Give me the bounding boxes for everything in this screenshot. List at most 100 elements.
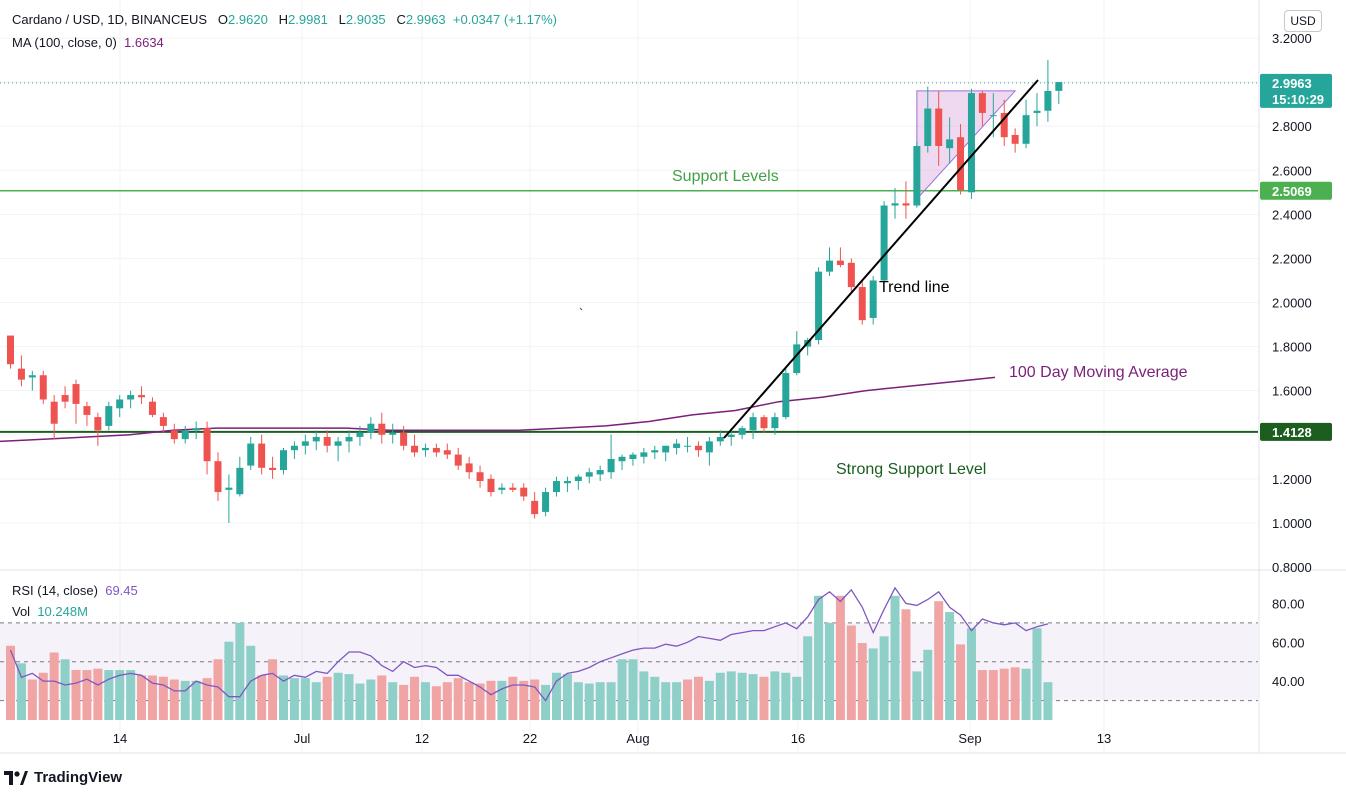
candle-body (705, 441, 713, 453)
volume-bar (191, 680, 201, 720)
candle-body (411, 445, 419, 453)
candle-body (967, 93, 975, 193)
candle-body (127, 395, 135, 400)
candle-body (17, 368, 25, 380)
volume-bar (966, 628, 976, 720)
candle-body (553, 481, 560, 493)
time-tick-label: 12 (415, 731, 429, 746)
candle-body (301, 441, 309, 446)
volume-bar (202, 678, 212, 720)
volume-bar (497, 680, 507, 720)
volume-bar (27, 679, 37, 720)
rsi-tick-label: 60.00 (1272, 635, 1305, 650)
candle-body (280, 450, 287, 471)
candle-body (236, 467, 244, 495)
candle-body (913, 146, 921, 206)
candle-body (585, 472, 593, 477)
volume-bar (693, 676, 703, 720)
volume-bar (38, 672, 48, 720)
support-levels-annotation: Support Levels (672, 168, 779, 185)
volume-bar (999, 668, 1009, 720)
volume-bar (60, 659, 70, 720)
tradingview-logo[interactable]: TradingView (4, 769, 122, 786)
ma-legend[interactable]: MA (100, close, 0) 1.6634 (12, 35, 164, 50)
candle-body (83, 406, 91, 415)
volume-bar (464, 682, 474, 720)
strong-support-annotation: Strong Support Level (836, 461, 986, 478)
candle-body (345, 436, 353, 442)
volume-bar (835, 595, 845, 720)
price-tick-label: 2.0000 (1272, 296, 1312, 311)
volume-bar (158, 676, 168, 720)
candle-body (935, 108, 943, 147)
candle-body (258, 443, 266, 468)
time-tick-label: Jul (294, 731, 311, 746)
candle-body (290, 445, 298, 451)
candle-body (574, 476, 582, 482)
time-tick-label: 16 (791, 731, 805, 746)
vol-legend[interactable]: Vol 10.248M (12, 604, 88, 619)
time-tick-label: 22 (523, 731, 537, 746)
volume-bar (1021, 668, 1031, 720)
volume-bar (235, 622, 245, 720)
symbol-title[interactable]: Cardano / USD, 1D, BINANCEUS (12, 12, 208, 27)
volume-bar (169, 679, 179, 720)
volume-bar (595, 682, 605, 720)
candle-body (94, 417, 102, 431)
volume-bar (246, 645, 256, 720)
price-tick-label: 2.2000 (1272, 251, 1312, 266)
volume-bar (846, 625, 856, 720)
candle-body (563, 481, 571, 484)
volume-bar (530, 679, 540, 720)
vol-value: 10.248M (37, 604, 88, 619)
rsi-line (9, 586, 1049, 702)
volume-bar (759, 676, 769, 720)
candle-body (826, 260, 833, 272)
candle-body (684, 445, 692, 447)
candle-body (203, 428, 211, 462)
candle-body (367, 423, 375, 433)
rsi-label: RSI (14, close) (12, 583, 98, 598)
volume-bar (715, 672, 725, 720)
ascending-triangle-pattern (916, 90, 1017, 201)
moving-average-line (0, 376, 996, 443)
candle-body (716, 436, 724, 442)
candle-body (793, 344, 801, 374)
volume-bar (639, 671, 649, 720)
candle-body (214, 461, 222, 493)
support-price-label: 2.5069 (1272, 184, 1312, 199)
candle-body (432, 447, 440, 453)
volume-bar (475, 683, 485, 720)
currency-button[interactable]: USD (1284, 10, 1322, 32)
price-tick-label: 0.8000 (1272, 560, 1312, 575)
candle-body (138, 395, 146, 398)
trend-line-annotation: Trend line (879, 279, 950, 296)
high-label: H (278, 12, 289, 27)
volume-bar (726, 671, 736, 720)
volume-bar (333, 672, 343, 720)
candle-body (39, 375, 47, 400)
candle-body (1055, 82, 1063, 91)
candle-body (596, 470, 604, 475)
price-tick-label: 2.8000 (1272, 119, 1312, 134)
volume-bar (814, 595, 824, 720)
last-price-label-bg (1260, 73, 1332, 108)
moving-average-annotation: 100 Day Moving Average (1009, 364, 1188, 381)
candle-body (520, 487, 528, 497)
volume-bar (355, 683, 365, 720)
volume-bar (868, 648, 878, 720)
price-tick-label: 2.6000 (1272, 163, 1312, 178)
volume-bar (486, 680, 496, 720)
price-tick-label: 1.0000 (1272, 516, 1312, 531)
rsi-legend[interactable]: RSI (14, close) 69.45 (12, 583, 138, 598)
volume-bar (1010, 667, 1020, 720)
volume-bar (82, 670, 92, 720)
volume-bar (825, 622, 834, 720)
candle-body (389, 432, 397, 435)
candle-body (105, 406, 113, 426)
volume-bar (748, 674, 758, 720)
low-label: L (338, 12, 346, 27)
volume-bar (956, 644, 966, 720)
volume-bar (606, 682, 616, 720)
close-value: 2.9963 (405, 12, 446, 27)
